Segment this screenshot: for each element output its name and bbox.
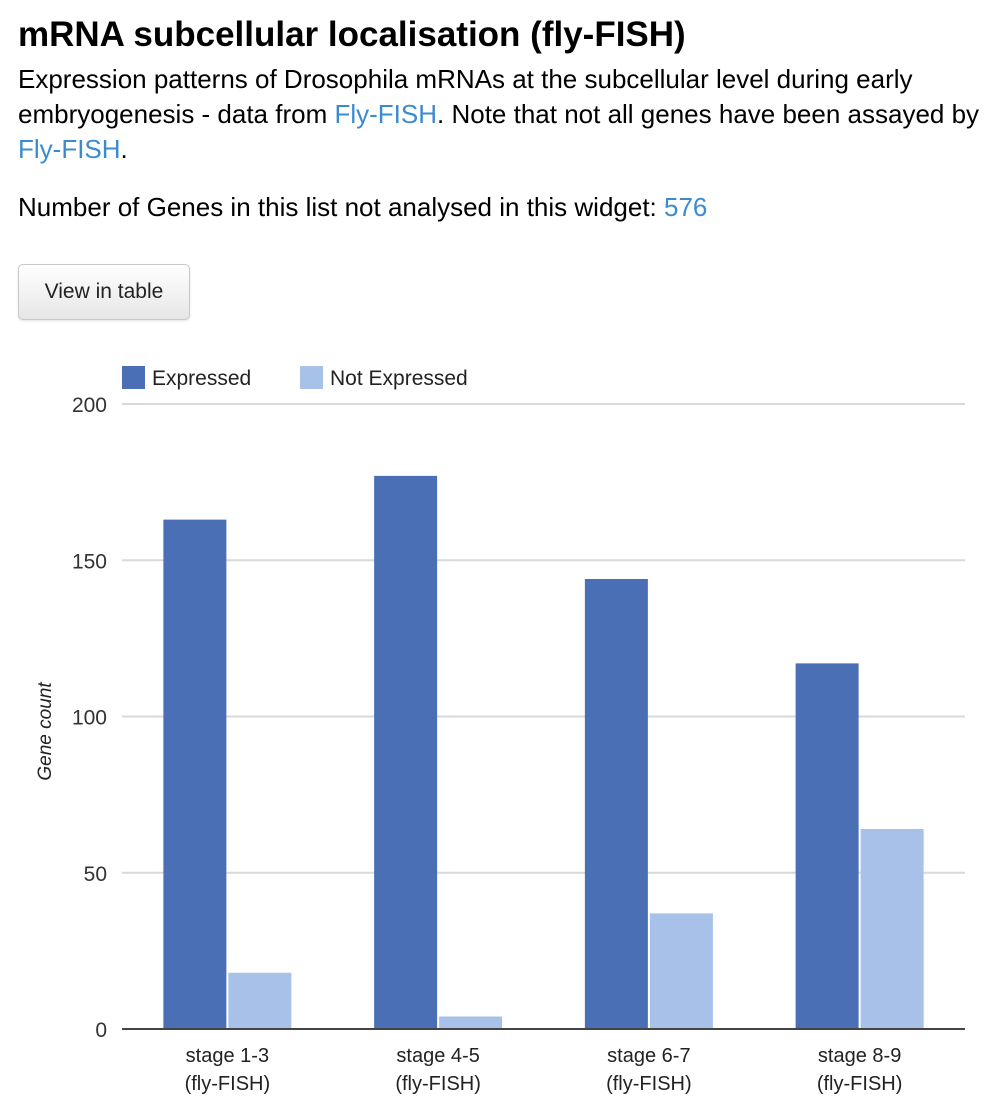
bar-chart: 0 50 100 150 200 Gene count stage 1-3 (fly-FISH… <box>35 366 965 1095</box>
description-text-1: Expression patterns of Drosophila mRNAs … <box>18 64 913 129</box>
legend-not-expressed-label[interactable]: Not Expressed <box>330 367 468 390</box>
widget-description: Expression patterns of Drosophila mRNAs … <box>18 62 983 167</box>
legend-not-expressed-swatch[interactable] <box>300 366 323 389</box>
y-tick-label: 0 <box>95 1019 107 1042</box>
bar-expressed[interactable] <box>584 579 648 1029</box>
x-tick-label: stage 8-9 <box>818 1045 901 1067</box>
not-analysed-count-link[interactable]: 576 <box>664 192 708 222</box>
fly-fish-link[interactable]: Fly-FISH <box>334 99 438 129</box>
legend-expressed-swatch[interactable] <box>122 366 145 389</box>
view-in-table-button[interactable]: View in table <box>18 264 190 320</box>
legend-expressed-label[interactable]: Expressed <box>152 367 251 390</box>
bar-expressed[interactable] <box>374 475 438 1029</box>
y-tick-label: 50 <box>84 863 107 886</box>
bar-not-expressed[interactable] <box>860 829 924 1029</box>
x-tick-label: (fly-FISH) <box>185 1073 271 1095</box>
y-axis-label: Gene count <box>35 682 56 781</box>
not-analysed-line: Number of Genes in this list not analyse… <box>18 190 707 225</box>
x-tick-label: (fly-FISH) <box>817 1073 903 1095</box>
x-tick-label: stage 1-3 <box>186 1045 269 1067</box>
y-tick-label: 100 <box>72 707 107 730</box>
y-tick-label: 200 <box>72 394 107 417</box>
description-text-2: . Note that not all genes have been assa… <box>437 99 980 129</box>
x-tick-label: stage 6-7 <box>607 1045 690 1067</box>
description-text-3: . <box>120 134 128 164</box>
bar-not-expressed[interactable] <box>649 913 713 1029</box>
bar-expressed[interactable] <box>163 519 227 1029</box>
x-tick-label: stage 4-5 <box>396 1045 479 1067</box>
not-analysed-label: Number of Genes in this list not analyse… <box>18 192 664 222</box>
x-tick-label: (fly-FISH) <box>395 1073 481 1095</box>
bar-not-expressed[interactable] <box>439 1016 503 1030</box>
bar-not-expressed[interactable] <box>228 972 292 1029</box>
y-tick-label: 150 <box>72 550 107 573</box>
bar-expressed[interactable] <box>795 663 859 1029</box>
widget-title: mRNA subcellular localisation (fly-FISH) <box>18 15 686 54</box>
x-tick-label: (fly-FISH) <box>606 1073 692 1095</box>
fly-fish-link-2[interactable]: Fly-FISH <box>18 134 121 164</box>
